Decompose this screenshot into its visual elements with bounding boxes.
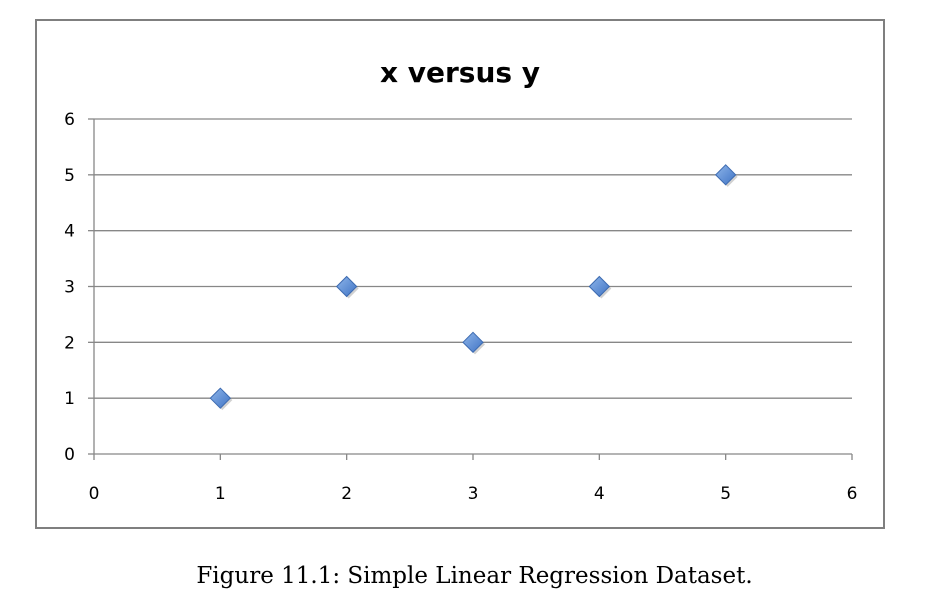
data-points	[209, 164, 738, 411]
gridlines	[94, 118, 852, 399]
tick-labels: 0 1 2 3 4 5 6 0 1 2 3 4 5 6	[64, 110, 857, 504]
y-tick-label: 2	[64, 333, 75, 353]
scatter-chart: x versus y 0 1 2 3 4 5 6 0 1 2 3 4 5 6	[35, 19, 885, 529]
y-tick-label: 3	[64, 278, 75, 298]
x-tick-label: 5	[720, 484, 731, 504]
y-tick-label: 6	[64, 110, 75, 130]
data-point	[714, 164, 737, 186]
x-tick-label: 1	[215, 484, 226, 504]
y-tick-label: 1	[64, 389, 75, 409]
x-tick-label: 0	[89, 484, 100, 504]
y-tick-label: 0	[64, 445, 75, 465]
x-tick-label: 2	[341, 484, 352, 504]
y-tick-label: 5	[64, 166, 75, 186]
data-point	[335, 275, 358, 298]
x-tick-label: 3	[468, 484, 479, 504]
figure-caption: Figure 11.1: Simple Linear Regression Da…	[196, 563, 753, 589]
chart-frame	[35, 19, 885, 529]
data-point	[588, 275, 611, 298]
y-tick-label: 4	[64, 222, 75, 242]
data-point	[462, 331, 484, 354]
x-tick-label: 6	[847, 484, 858, 504]
x-tick-label: 4	[594, 484, 605, 504]
axes	[88, 118, 853, 460]
data-point	[209, 387, 232, 409]
chart-title: x versus y	[380, 56, 540, 89]
